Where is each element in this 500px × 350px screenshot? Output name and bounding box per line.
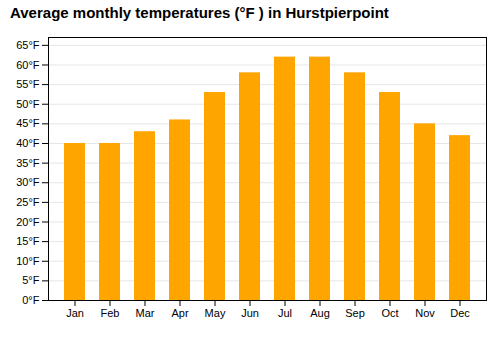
svg-text:55°F: 55°F bbox=[16, 78, 40, 90]
svg-text:15°F: 15°F bbox=[16, 235, 40, 247]
html-text:Average monthly temperatures (: Average monthly temperatures (°F ) in Hu… bbox=[10, 4, 389, 21]
svg-text:25°F: 25°F bbox=[16, 196, 40, 208]
svg-text:Feb: Feb bbox=[101, 307, 120, 319]
svg-text:5°F: 5°F bbox=[22, 274, 40, 286]
svg-text:40°F: 40°F bbox=[16, 137, 40, 149]
svg-text:10°F: 10°F bbox=[16, 255, 40, 267]
svg-text:20°F: 20°F bbox=[16, 216, 40, 228]
svg-text:Apr: Apr bbox=[171, 307, 188, 319]
svg-text:0°F: 0°F bbox=[22, 294, 40, 306]
svg-text:Aug: Aug bbox=[310, 307, 330, 319]
svg-text:Mar: Mar bbox=[136, 307, 155, 319]
svg-text:Dec: Dec bbox=[450, 307, 470, 319]
svg-text:50°F: 50°F bbox=[16, 98, 40, 110]
svg-text:Nov: Nov bbox=[415, 307, 435, 319]
svg-text:65°F: 65°F bbox=[16, 39, 40, 51]
svg-text:60°F: 60°F bbox=[16, 58, 40, 70]
svg-text:Oct: Oct bbox=[381, 307, 398, 319]
svg-text:Jan: Jan bbox=[66, 307, 84, 319]
svg-text:30°F: 30°F bbox=[16, 176, 40, 188]
svg-text:35°F: 35°F bbox=[16, 157, 40, 169]
svg-text:45°F: 45°F bbox=[16, 117, 40, 129]
svg-text:Jun: Jun bbox=[241, 307, 259, 319]
svg-text:Sep: Sep bbox=[345, 307, 365, 319]
svg-text:May: May bbox=[205, 307, 226, 319]
svg-text:Jul: Jul bbox=[278, 307, 292, 319]
